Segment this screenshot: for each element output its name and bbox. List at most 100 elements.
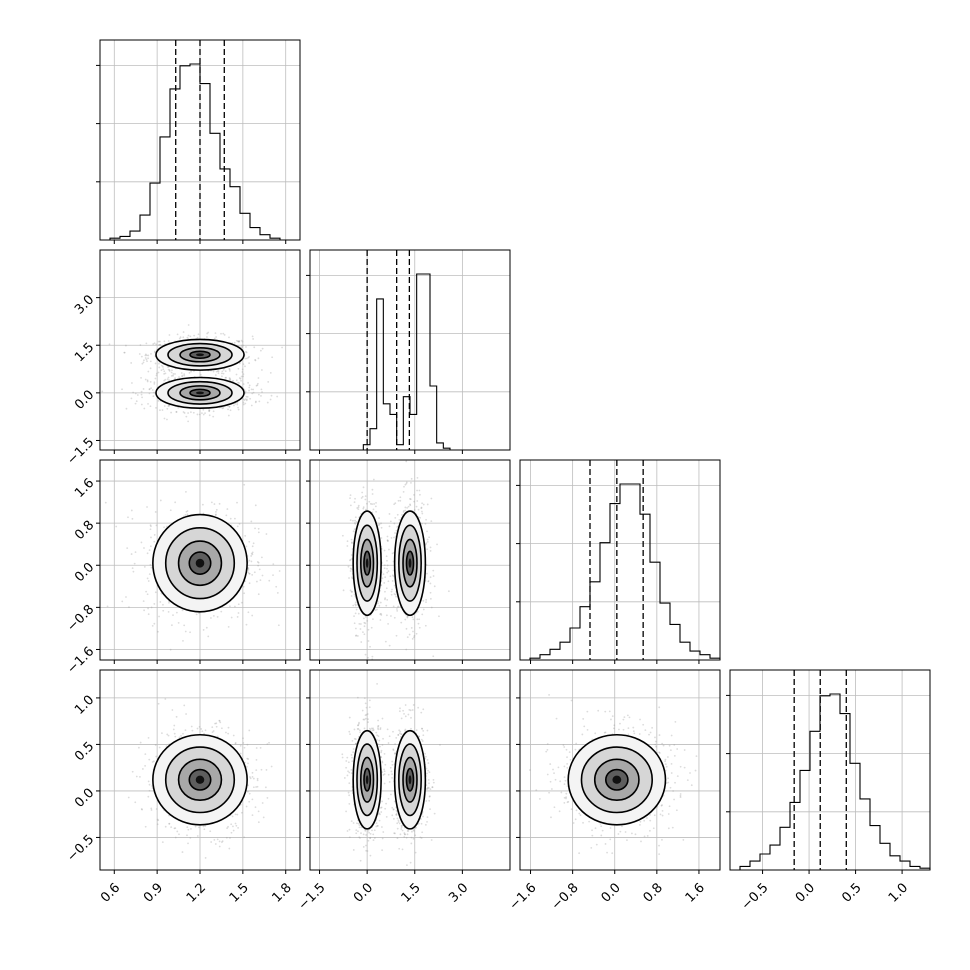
sample-point — [176, 333, 179, 336]
sample-point — [362, 506, 365, 509]
sample-point — [163, 370, 166, 373]
sample-point — [154, 744, 157, 746]
sample-point — [350, 768, 353, 771]
sample-point — [147, 580, 150, 582]
sample-point — [261, 574, 264, 577]
sample-point — [155, 524, 158, 527]
sample-point — [354, 742, 357, 745]
sample-point — [368, 500, 371, 503]
density-contour — [196, 353, 204, 357]
sample-point — [426, 530, 428, 533]
sample-point — [144, 825, 147, 828]
sample-point — [346, 540, 349, 543]
sample-point — [242, 585, 245, 588]
sample-point — [406, 615, 409, 618]
sample-point — [153, 391, 155, 394]
sample-point — [412, 630, 414, 633]
sample-point — [147, 795, 150, 798]
sample-point — [196, 727, 199, 730]
sample-point — [276, 592, 279, 594]
sample-point — [174, 735, 177, 738]
sample-point — [261, 556, 263, 559]
histogram-step-p2 — [520, 483, 721, 661]
sample-point — [364, 717, 367, 720]
sample-point — [350, 754, 353, 756]
sample-point — [354, 522, 357, 525]
sample-point — [411, 637, 414, 640]
sample-point — [178, 833, 180, 836]
sample-point — [173, 827, 176, 830]
sample-point — [358, 836, 361, 839]
sample-point — [158, 344, 160, 346]
sample-point — [168, 334, 171, 336]
sample-point — [235, 339, 238, 342]
sample-point — [140, 390, 143, 393]
sample-point — [218, 719, 221, 722]
sample-point — [369, 727, 371, 730]
sample-point — [228, 377, 231, 379]
sample-point — [189, 335, 192, 338]
sample-point — [415, 505, 418, 508]
sample-point — [146, 552, 149, 555]
sample-point — [140, 403, 143, 406]
panel-frame — [99, 669, 301, 871]
sample-point — [380, 522, 382, 525]
y-tick-label: −0.8 — [64, 602, 97, 635]
sample-point — [237, 381, 239, 384]
sample-point — [123, 351, 126, 354]
sample-point — [250, 404, 253, 407]
sample-point — [379, 727, 382, 729]
sample-point — [207, 331, 210, 334]
sample-point — [125, 596, 127, 598]
sample-point — [254, 806, 257, 809]
sample-point — [241, 371, 244, 373]
sample-point — [388, 525, 391, 528]
density-contour — [196, 391, 204, 395]
sample-point — [378, 517, 380, 519]
sample-point — [131, 517, 134, 520]
sample-point — [148, 573, 151, 575]
sample-point — [251, 573, 254, 576]
sample-point — [378, 604, 381, 607]
sample-point — [203, 828, 206, 831]
sample-point — [224, 370, 227, 373]
sample-point — [234, 813, 237, 816]
sample-point — [238, 362, 241, 365]
sample-point — [395, 595, 397, 598]
sample-point — [147, 607, 149, 610]
y-tick-label: 0.8 — [72, 518, 97, 543]
sample-point — [234, 402, 237, 405]
sample-point — [372, 839, 375, 842]
sample-point — [240, 379, 242, 382]
sample-point — [371, 729, 374, 732]
sample-point — [228, 368, 231, 371]
sample-point — [151, 624, 154, 627]
sample-point — [246, 743, 249, 746]
sample-point — [425, 598, 428, 601]
sample-point — [130, 553, 133, 555]
sample-point — [393, 584, 396, 587]
sample-point — [221, 375, 223, 378]
sample-point — [254, 527, 256, 530]
sample-point — [194, 825, 197, 828]
sample-point — [237, 340, 239, 343]
sample-point — [345, 810, 347, 813]
sample-point — [251, 335, 254, 338]
sample-point — [354, 738, 357, 741]
sample-point — [212, 615, 215, 617]
sample-point — [170, 411, 173, 414]
sample-point — [213, 503, 216, 505]
sample-point — [385, 614, 388, 617]
sample-point — [381, 577, 384, 580]
sample-point — [386, 539, 389, 542]
sample-point — [208, 410, 211, 413]
sample-point — [156, 818, 159, 821]
sample-point — [373, 503, 375, 505]
sample-point — [227, 408, 229, 411]
sample-point — [220, 372, 223, 375]
sample-point — [248, 389, 250, 392]
sample-point — [167, 734, 170, 737]
sample-point — [226, 508, 229, 510]
sample-point — [416, 500, 419, 502]
sample-point — [353, 728, 356, 731]
